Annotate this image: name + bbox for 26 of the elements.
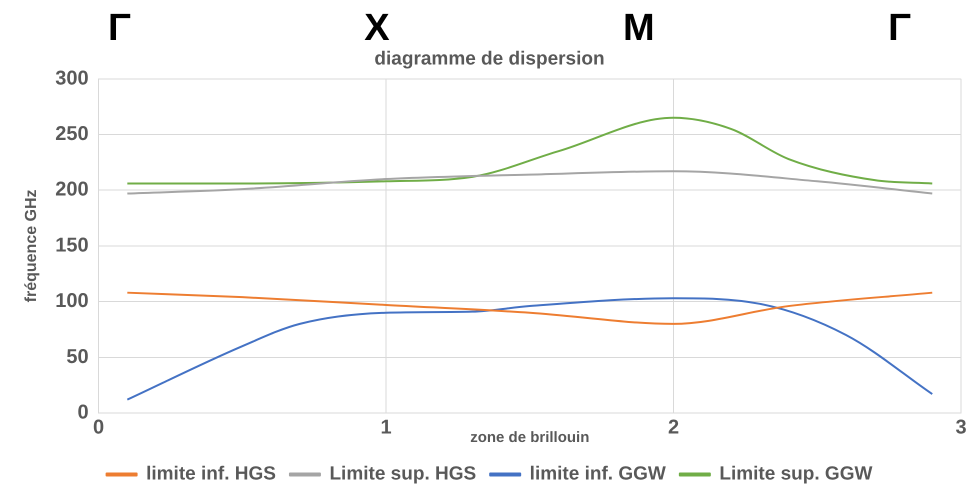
line-series <box>126 297 934 401</box>
x-tick-label: 3 <box>955 416 967 439</box>
y-tick-label: 300 <box>55 67 89 90</box>
x-tick-label: 1 <box>380 416 392 439</box>
line-series <box>126 292 934 325</box>
legend-label: Limite sup. GGW <box>719 464 872 485</box>
legend-label: limite inf. GGW <box>530 464 666 485</box>
y-axis-title: fréquence GHz <box>23 189 40 302</box>
x-axis-title: zone de brillouin <box>470 429 590 446</box>
legend-label: Limite sup. HGS <box>329 464 476 485</box>
x-tick-label: 0 <box>93 416 104 439</box>
y-tick-label: 200 <box>55 178 89 201</box>
line-series <box>126 170 934 195</box>
text: M <box>623 7 655 49</box>
y-tick-label: 0 <box>77 402 89 424</box>
text: Γ <box>108 7 131 49</box>
text: X <box>364 7 390 49</box>
x-tick-label: 2 <box>668 416 680 439</box>
y-tick-label: 100 <box>55 290 89 312</box>
y-tick-label: 50 <box>66 346 89 368</box>
line-series <box>126 116 934 185</box>
y-tick-label: 150 <box>55 234 89 256</box>
text: Γ <box>888 7 911 49</box>
y-tick-label: 250 <box>55 123 89 146</box>
chart-title: diagramme de dispersion <box>374 48 605 70</box>
legend-label: limite inf. HGS <box>146 464 276 485</box>
